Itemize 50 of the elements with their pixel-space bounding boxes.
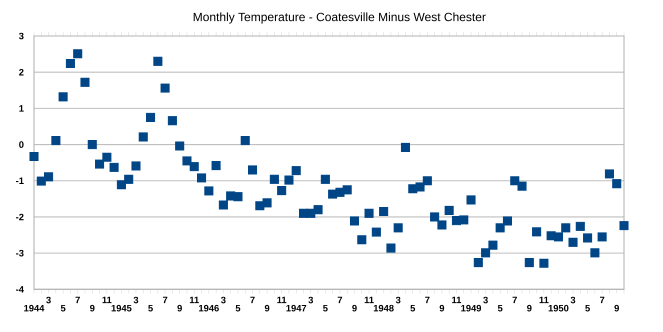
x-tick-label: 7: [250, 296, 255, 304]
x-tick-label: 7: [338, 296, 342, 304]
x-tick-label: 11: [452, 296, 462, 304]
x-tick-label: 11: [102, 296, 112, 304]
x-tick-label: 5: [236, 304, 240, 312]
x-tick-label: 9: [614, 304, 619, 312]
x-tick-label: 9: [352, 304, 357, 312]
x-tick-label: 1949: [461, 304, 482, 312]
x-tick-label: 7: [600, 296, 604, 304]
x-tick-label: 1950: [548, 304, 568, 312]
x-tick-label: 1945: [112, 304, 132, 312]
x-tick-label: 1944: [24, 304, 44, 312]
x-tick-label: 7: [425, 296, 430, 304]
x-tick-label: 5: [323, 304, 328, 312]
x-tick-label: 3: [570, 296, 576, 304]
x-tick-label: 11: [540, 296, 549, 304]
x-tick-label: 11: [364, 296, 374, 304]
y-tick-label: 2: [19, 68, 24, 76]
y-tick-label: 1: [19, 105, 24, 112]
x-tick-label: 3: [483, 296, 488, 304]
y-tick-label: -1: [16, 178, 24, 184]
x-tick-label: 1946: [199, 304, 219, 312]
y-tick-label: -2: [16, 214, 24, 220]
x-tick-label: 1948: [374, 304, 394, 312]
x-tick-label: 7: [512, 296, 517, 304]
x-tick-label: 9: [177, 304, 182, 312]
x-tick-label: 7: [76, 296, 80, 304]
y-tick-label: -3: [16, 250, 24, 256]
y-tick-label: 3: [18, 32, 24, 40]
x-tick-label: 7: [162, 296, 168, 304]
x-tick-label: 5: [498, 304, 503, 312]
y-tick-label: 0: [19, 141, 24, 148]
x-tick-label: 11: [277, 296, 286, 304]
x-tick-label: 3: [396, 296, 400, 304]
x-tick-label: 9: [90, 304, 95, 312]
x-tick-label: 3: [221, 296, 226, 304]
x-tick-label: 9: [264, 304, 270, 312]
x-tick-label: 11: [190, 296, 199, 304]
x-tick-label: 5: [60, 304, 66, 312]
x-tick-label: 5: [148, 304, 153, 312]
x-tick-label: 3: [134, 296, 138, 304]
x-tick-label: 9: [527, 304, 532, 312]
x-tick-label: 9: [440, 304, 444, 312]
y-tick-label: -4: [16, 286, 24, 293]
x-tick-label: 3: [308, 296, 314, 304]
chart-title: Monthly Temperature - Coatesville Minus West Chester: [194, 12, 486, 24]
x-tick-label: 5: [410, 304, 416, 312]
x-tick-label: 3: [46, 296, 51, 304]
x-tick-label: 1947: [286, 304, 306, 312]
x-tick-label: 5: [585, 304, 590, 312]
